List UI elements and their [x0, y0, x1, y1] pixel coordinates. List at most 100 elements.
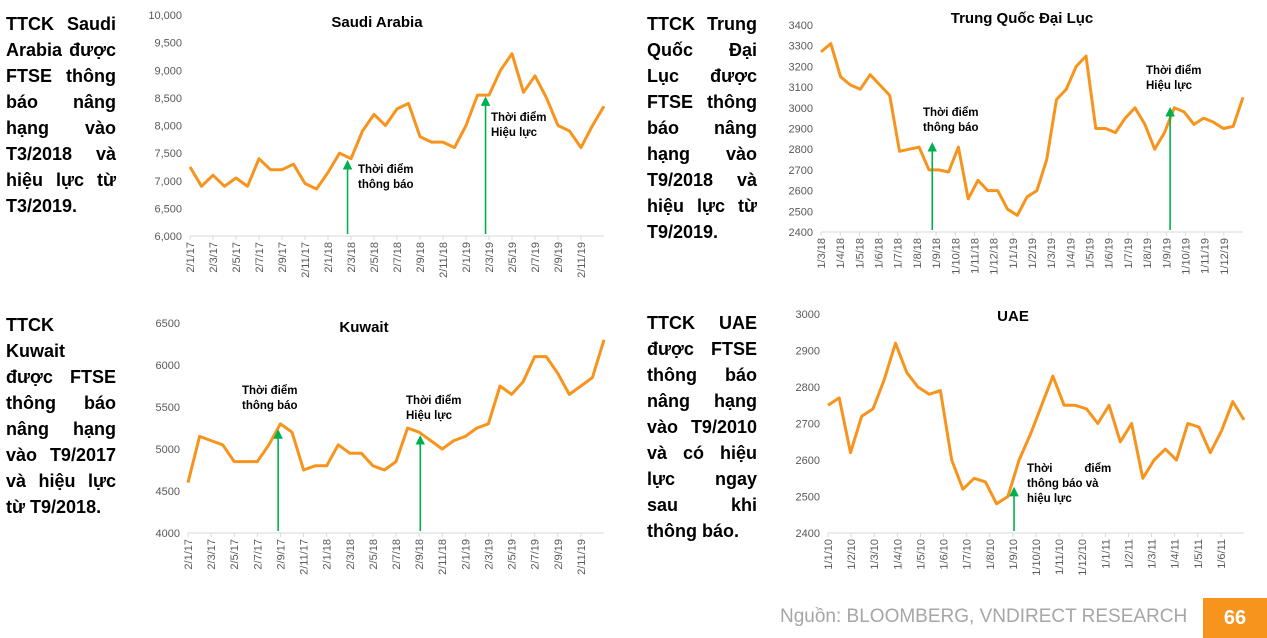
kuwait-chart-title: Kuwait — [339, 319, 388, 336]
uae-x-tick-label: 1/6/10 — [939, 539, 951, 570]
saudi-x-tick-label: 2/9/17 — [277, 242, 289, 273]
uae-x-tick-label: 1/2/10 — [846, 539, 858, 570]
china-y-tick-label: 2600 — [789, 186, 813, 198]
source-note: Nguồn: BLOOMBERG, VNDIRECT RESEARCH — [780, 606, 1188, 627]
china-x-tick-label: 1/11/19 — [1200, 238, 1212, 274]
china-x-tick-label: 1/4/19 — [1065, 238, 1077, 269]
saudi-x-tick-label: 2/3/18 — [346, 242, 358, 273]
kuwait-y-tick-label: 4000 — [156, 528, 180, 540]
kuwait-y-tick-label: 6500 — [156, 318, 180, 330]
uae-x-tick-label: 1/5/11 — [1193, 539, 1205, 569]
saudi-x-tick-label: 2/11/19 — [576, 242, 588, 278]
kuwait-x-tick-label: 2/9/18 — [414, 539, 426, 570]
annotation-line: Thời điểm — [1146, 65, 1202, 77]
saudi-y-tick-label: 10,000 — [148, 10, 182, 22]
china-y-tick-label: 3000 — [789, 103, 813, 115]
china-y-tick-label: 3400 — [789, 20, 813, 32]
china-x-tick-label: 1/8/19 — [1142, 238, 1154, 269]
annotation-line: Thời điểm — [358, 164, 414, 176]
china-y-tick-label: 3300 — [789, 41, 813, 53]
saudi-x-tick-label: 2/5/18 — [369, 242, 381, 273]
annotation-line: Thời điểm — [1027, 463, 1112, 475]
kuwait-x-tick-label: 2/9/17 — [275, 539, 287, 570]
saudi-x-tick-label: 2/7/17 — [254, 242, 266, 273]
kuwait-x-tick-label: 2/11/19 — [576, 539, 588, 575]
annotation-line: Hiệu lực — [491, 127, 538, 139]
uae-annotation: Thời điểm thông báo và hiệu lực — [1027, 462, 1111, 507]
uae-x-tick-label: 1/11/10 — [1054, 539, 1066, 575]
china-x-tick-label: 1/2/19 — [1027, 238, 1039, 269]
kuwait-x-tick-label: 2/7/19 — [530, 539, 542, 570]
china-y-tick-label: 2700 — [789, 165, 813, 177]
china-y-tick-label: 3200 — [789, 61, 813, 73]
saudi-x-tick-label: 2/3/17 — [208, 242, 220, 273]
annotation-line: Thời điểm — [491, 112, 547, 124]
saudi-x-tick-label: 2/1/18 — [323, 242, 335, 273]
saudi-y-tick-label: 9,500 — [154, 38, 182, 50]
kuwait-x-tick-label: 2/3/19 — [483, 539, 495, 570]
saudi-x-tick-label: 2/7/19 — [530, 242, 542, 273]
annotation-line: Thời điểm — [406, 395, 462, 407]
kuwait-index-line — [186, 339, 606, 483]
saudi-chart-title: Saudi Arabia — [331, 14, 423, 31]
china-y-tick-label: 2800 — [789, 144, 813, 156]
saudi-y-tick-label: 9,000 — [154, 65, 182, 77]
uae-x-tick-label: 1/7/10 — [962, 539, 974, 570]
china-x-tick-label: 1/11/18 — [969, 238, 981, 274]
uae-chart-title: UAE — [997, 308, 1029, 325]
china-y-tick-label: 3100 — [789, 82, 813, 94]
saudi-x-tick-label: 2/1/17 — [185, 242, 197, 273]
saudi-index-line — [188, 52, 606, 191]
uae-y-tick-label: 2600 — [796, 455, 820, 467]
uae-x-tick-label: 1/3/11 — [1147, 539, 1159, 569]
kuwait-y-tick-label: 6000 — [156, 360, 180, 372]
saudi-annotation-announce: Thời điểm thông báo — [358, 163, 414, 193]
saudi-description: TTCK Saudi Arabia được FTSE thông báo nâ… — [6, 14, 116, 216]
uae-x-tick-label: 1/12/10 — [1077, 539, 1089, 576]
kuwait-description: TTCK Kuwait được FTSE thông báo nâng hạn… — [6, 315, 116, 517]
china-x-tick-label: 1/8/18 — [912, 238, 924, 269]
saudi-x-tick-label: 2/3/19 — [484, 242, 496, 273]
uae-y-tick-label: 2700 — [796, 419, 820, 431]
uae-x-tick-label: 1/6/11 — [1216, 539, 1228, 569]
china-x-tick-label: 1/10/19 — [1180, 238, 1192, 275]
saudi-y-tick-label: 7,000 — [154, 176, 182, 188]
saudi-x-tick-label: 2/5/17 — [231, 242, 243, 273]
kuwait-x-tick-label: 2/5/19 — [507, 539, 519, 570]
china-annotation-effective: Thời điểm Hiệu lực — [1146, 64, 1201, 94]
uae-x-tick-label: 1/3/10 — [869, 539, 881, 570]
china-x-tick-label: 1/5/19 — [1085, 238, 1097, 269]
uae-y-tick-label: 3000 — [796, 309, 820, 321]
china-description: TTCK Trung Quốc Đại Lục được FTSE thông … — [647, 14, 757, 242]
china-x-tick-label: 1/9/19 — [1161, 238, 1173, 269]
uae-y-tick-label: 2800 — [796, 382, 820, 394]
china-x-tick-label: 1/10/18 — [950, 238, 962, 275]
uae-description: TTCK UAE được FTSE thông báo nâng hạng v… — [647, 313, 757, 541]
kuwait-y-tick-label: 5000 — [156, 444, 180, 456]
kuwait-annotation-effective: Thời điểm Hiệu lực — [406, 394, 461, 424]
uae-x-tick-label: 1/1/11 — [1100, 539, 1112, 569]
china-y-tick-label: 2500 — [789, 206, 813, 218]
uae-x-tick-label: 1/4/11 — [1170, 539, 1182, 569]
uae-x-tick-label: 1/8/10 — [985, 539, 997, 570]
china-x-tick-label: 1/7/19 — [1123, 238, 1135, 269]
china-y-tick-label: 2400 — [789, 227, 813, 239]
annotation-line: thông báo — [923, 122, 979, 134]
kuwait-x-tick-label: 2/11/17 — [299, 539, 311, 575]
china-chart-title: Trung Quốc Đại Lục — [951, 10, 1094, 27]
china-x-tick-label: 1/1/19 — [1008, 238, 1020, 269]
kuwait-x-tick-label: 2/5/17 — [229, 539, 241, 570]
saudi-x-tick-label: 2/11/18 — [438, 242, 450, 278]
china-x-tick-label: 1/9/18 — [931, 238, 943, 269]
china-y-tick-label: 2900 — [789, 124, 813, 136]
china-x-tick-label: 1/12/18 — [989, 238, 1001, 275]
annotation-line: Thời điểm — [923, 107, 979, 119]
china-annotation-announce: Thời điểm thông báo — [923, 106, 979, 136]
uae-y-tick-label: 2400 — [796, 528, 820, 540]
kuwait-x-tick-label: 2/1/17 — [183, 539, 195, 570]
china-x-tick-label: 1/6/19 — [1104, 238, 1116, 269]
uae-x-tick-label: 1/5/10 — [915, 539, 927, 570]
kuwait-annotation-announce: Thời điểm thông báo — [242, 384, 298, 414]
annotation-line: Hiệu lực — [406, 410, 453, 422]
